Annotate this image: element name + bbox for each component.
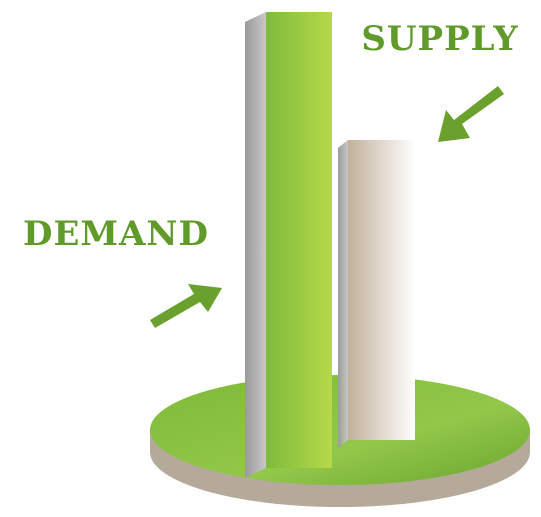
bar-side <box>338 140 348 448</box>
demand-arrow <box>150 284 222 328</box>
bar-side <box>245 12 266 478</box>
supply-label: SUPPLY <box>361 19 518 59</box>
bar-front <box>266 12 332 468</box>
arrows <box>150 86 504 328</box>
demand-bar <box>245 12 332 478</box>
bar-front <box>348 140 415 440</box>
demand-label: DEMAND <box>23 214 209 254</box>
supply-bar <box>338 140 415 448</box>
supply-arrow <box>438 86 504 142</box>
